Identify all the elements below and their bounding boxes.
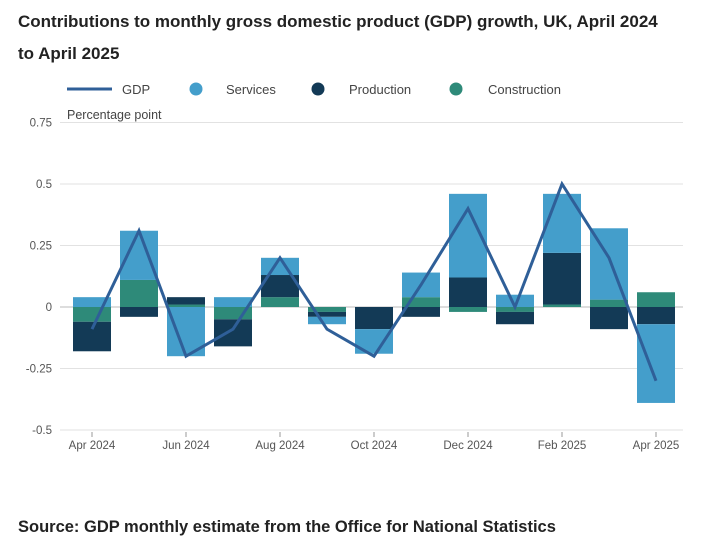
legend: GDP Services Production Construction bbox=[67, 82, 561, 97]
legend-production-marker bbox=[311, 82, 325, 96]
bar-construction bbox=[449, 307, 487, 312]
bar-production bbox=[543, 252, 581, 305]
x-tick-label: Oct 2024 bbox=[351, 440, 398, 452]
bar-construction bbox=[120, 279, 158, 307]
y-tick-label: 0.25 bbox=[30, 241, 52, 253]
bar-construction bbox=[73, 307, 111, 322]
bar-services bbox=[496, 294, 534, 307]
y-tick-label: 0.5 bbox=[36, 179, 52, 191]
bar-construction bbox=[637, 292, 675, 307]
y-tick-label: 0.75 bbox=[30, 118, 52, 130]
bar-services bbox=[214, 297, 252, 307]
bar-production bbox=[167, 297, 205, 305]
bar-services bbox=[308, 316, 346, 325]
bar-construction bbox=[308, 307, 346, 312]
legend-services-marker bbox=[189, 82, 203, 96]
bar-construction bbox=[167, 304, 205, 307]
source-note: Source: GDP monthly estimate from the Of… bbox=[18, 518, 556, 536]
legend-services-label: Services bbox=[226, 82, 276, 97]
bar-construction bbox=[402, 297, 440, 307]
gdp-line bbox=[90, 180, 658, 382]
bar-production bbox=[120, 307, 158, 317]
bar-production bbox=[214, 319, 252, 347]
bar-production bbox=[449, 277, 487, 307]
legend-construction-label: Construction bbox=[488, 82, 561, 97]
x-tick-label: Apr 2024 bbox=[69, 440, 116, 452]
bar-production bbox=[355, 307, 393, 330]
y-tick-label: -0.25 bbox=[26, 364, 52, 376]
x-tick-label: Apr 2025 bbox=[633, 440, 680, 452]
bar-production bbox=[496, 311, 534, 325]
bar-construction bbox=[261, 297, 299, 307]
bar-production bbox=[402, 307, 440, 317]
bar-production bbox=[590, 307, 628, 330]
x-tick-label: Feb 2025 bbox=[538, 440, 587, 452]
bar-services bbox=[73, 297, 111, 307]
legend-gdp-label: GDP bbox=[122, 82, 150, 97]
y-tick-label: 0 bbox=[46, 302, 52, 314]
bar-production bbox=[308, 311, 346, 317]
y-tick-label: -0.5 bbox=[32, 425, 52, 437]
bar-production bbox=[261, 275, 299, 298]
chart-title: Contributions to monthly gross domestic … bbox=[18, 12, 658, 63]
bar-production bbox=[637, 307, 675, 325]
legend-production-label: Production bbox=[349, 82, 411, 97]
bar-construction bbox=[543, 304, 581, 307]
bar-services bbox=[637, 324, 675, 403]
legend-construction-marker bbox=[449, 82, 463, 96]
x-tick-label: Dec 2024 bbox=[443, 440, 493, 452]
bar-construction bbox=[590, 299, 628, 307]
x-tick-label: Jun 2024 bbox=[162, 440, 210, 452]
x-tick-label: Aug 2024 bbox=[255, 440, 305, 452]
y-axis-label: Percentage point bbox=[67, 108, 162, 122]
